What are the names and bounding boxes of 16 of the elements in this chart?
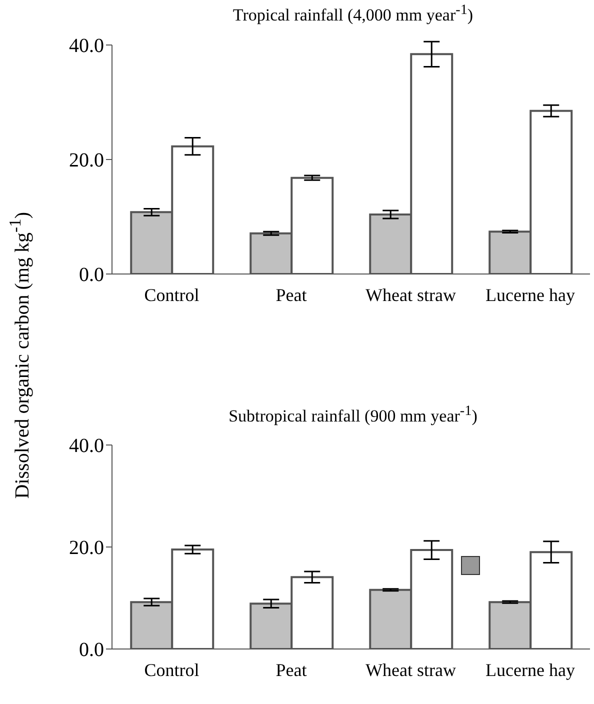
x-tick-label: Lucerne hay	[486, 660, 575, 680]
y-tick-label: 40.0	[69, 35, 104, 58]
x-tick-label: Wheat straw	[366, 660, 456, 680]
y-tick-label: 0.0	[79, 639, 104, 662]
x-tick-label: Lucerne hay	[486, 284, 575, 305]
x-tick-label: Peat	[276, 284, 307, 305]
y-tick-label: 0.0	[79, 264, 104, 286]
chart-title: Subtropical rainfall (900 mm year$^{-1}$)	[228, 403, 478, 427]
x-tick-label: Control	[144, 284, 200, 305]
y-tick-label: 20.0	[69, 150, 104, 172]
x-tick-label: Wheat straw	[366, 284, 456, 305]
x-tick-label: Peat	[276, 660, 307, 680]
y-tick-label: 20.0	[69, 537, 104, 560]
y-tick-label: 40.0	[69, 435, 104, 458]
x-tick-label: Control	[144, 660, 200, 680]
chart-title: Tropical rainfall (4,000 mm year$^{-1}$)	[232, 2, 474, 26]
